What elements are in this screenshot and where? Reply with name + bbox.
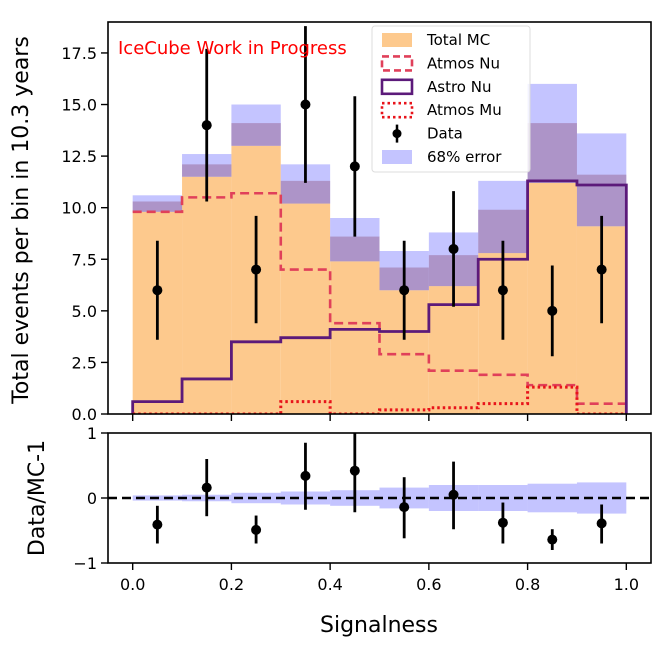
legend-swatch-data-point	[392, 129, 402, 139]
ratio-y-axis-label: Data/MC-1	[25, 440, 50, 556]
ratio-point	[448, 489, 459, 500]
x-tick-label: 0.8	[515, 575, 540, 594]
ratio-y-tick-label: 0	[87, 489, 97, 508]
x-axis-label: Signalness	[320, 613, 438, 638]
ratio-y-tick-label: 1	[87, 424, 97, 443]
main-y-axis: 0.0 2.5 5.0 7.5 10.0 12.5 15.0 17.5	[61, 44, 108, 424]
total-mc-bar	[182, 176, 232, 414]
atmos-nu-line	[132, 191, 627, 405]
ratio-point	[596, 518, 607, 529]
y-tick-label: 12.5	[61, 147, 97, 166]
ratio-panel-frame	[107, 432, 652, 564]
error-band-overlap-bar	[231, 123, 281, 146]
legend-swatch-error	[382, 150, 412, 164]
data-point	[251, 264, 262, 275]
data-point	[547, 305, 558, 316]
main-x-ticks	[131, 414, 628, 421]
ratio-point	[547, 534, 558, 545]
x-tick-label: 0.0	[120, 575, 145, 594]
x-tick-label: 0.2	[219, 575, 244, 594]
ratio-panel: −1 0 1 0.0 0.2 0.4 0.6 0.8 1.0 Data/MC-1 Signal…	[25, 424, 652, 638]
ratio-point	[349, 465, 360, 476]
ratio-point	[300, 470, 311, 481]
y-tick-label: 0.0	[72, 405, 97, 424]
main-panel-frame	[107, 21, 652, 415]
y-tick-label: 7.5	[72, 250, 97, 269]
legend-swatch-total-mc	[382, 33, 412, 47]
ratio-plot-area	[108, 433, 651, 550]
y-tick-label: 17.5	[61, 44, 97, 63]
legend-swatch-line	[380, 78, 414, 96]
main-y-axis-label: Total events per bin in 10.3 years	[9, 36, 34, 405]
legend-swatch-line	[380, 55, 414, 72]
y-tick-label: 10.0	[61, 199, 97, 218]
legend-label: 68% error	[427, 148, 502, 166]
data-point	[497, 285, 508, 296]
total-mc-bar	[280, 203, 331, 414]
ratio-point	[497, 517, 508, 528]
data-point	[152, 285, 163, 296]
error-band-overlap-bar	[330, 236, 380, 262]
x-tick-label: 0.6	[416, 575, 441, 594]
ratio-point	[201, 482, 212, 493]
legend-label: Atmos Mu	[427, 101, 502, 119]
error-band-overlap-bar	[280, 180, 331, 204]
data-point	[399, 285, 410, 296]
ratio-point	[399, 502, 410, 513]
legend-label: Atmos Nu	[427, 54, 500, 72]
data-point	[596, 264, 607, 275]
main-plot-area	[131, 26, 628, 414]
ratio-point	[152, 519, 163, 530]
legend: Total MC Atmos Nu Astro Nu Atmos Mu Data 68% …	[371, 25, 531, 173]
legend-label: Total MC	[426, 31, 490, 49]
total-mc-bar	[428, 286, 479, 414]
x-tick-label: 1.0	[614, 575, 639, 594]
legend-label: Astro Nu	[427, 78, 491, 96]
data-point	[201, 120, 212, 131]
x-tick-label: 0.4	[317, 575, 342, 594]
ratio-y-tick-label: −1	[73, 554, 97, 573]
legend-label: Data	[427, 125, 463, 143]
data-point	[448, 243, 459, 254]
ratio-x-axis: 0.0 0.2 0.4 0.6 0.8 1.0	[120, 563, 639, 594]
y-tick-label: 2.5	[72, 353, 97, 372]
data-point	[300, 99, 311, 110]
astro-nu-line	[131, 179, 628, 414]
ratio-point	[251, 524, 262, 535]
y-tick-label: 5.0	[72, 302, 97, 321]
annotation-text: IceCube Work in Progress	[118, 38, 347, 59]
data-point	[349, 161, 360, 172]
y-tick-label: 15.0	[61, 96, 97, 115]
error-band-overlap-bar	[132, 201, 183, 212]
total-mc-bar	[330, 261, 380, 414]
ratio-y-axis: −1 0 1	[73, 424, 108, 573]
main-panel: 0.0 2.5 5.0 7.5 10.0 12.5 15.0 17.5 IceCube Wor…	[9, 21, 652, 424]
error-band-overlap-bar	[527, 123, 577, 183]
